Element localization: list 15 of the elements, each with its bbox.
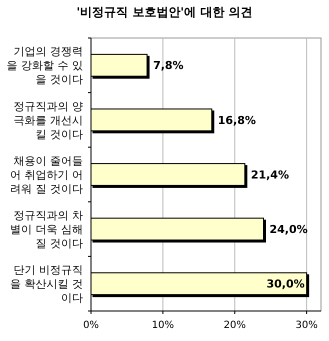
x-tick-label: 30% — [296, 320, 318, 331]
chart-title: '비정규직 보호법안'에 대한 의견 — [76, 5, 252, 19]
data-label: 24,0% — [270, 222, 308, 236]
y-tick-label: 단기 비정규직 을 확산시킬 것 이다 — [10, 264, 83, 305]
x-tick-label: 0% — [83, 320, 99, 331]
x-tick-label: 10% — [152, 320, 174, 331]
data-label: 21,4% — [250, 168, 289, 182]
data-label: 16,8% — [218, 114, 256, 127]
y-tick-label: 기업의 경쟁력 을 강화할 수 있 을 것이다 — [6, 45, 83, 86]
data-label: 7,8% — [153, 59, 184, 72]
y-tick-label: 정규직과의 양 극화를 개선시 킬 것이다 — [14, 100, 83, 141]
x-tick-label: 20% — [224, 320, 246, 331]
data-label: 30,0% — [266, 278, 305, 291]
y-tick-label: 정규직과의 차 별이 더욱 심해 질 것이다 — [10, 208, 83, 250]
y-tick-label: 채용이 줄어들 어 취업하기 어 려워 질 것이다 — [10, 154, 83, 196]
